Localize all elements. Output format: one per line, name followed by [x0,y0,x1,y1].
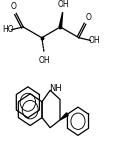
Text: OH: OH [39,56,50,65]
Polygon shape [59,12,63,27]
Text: OH: OH [57,0,69,9]
Text: OH: OH [89,36,101,45]
Polygon shape [60,113,68,120]
Text: NH: NH [49,84,61,93]
Text: O: O [86,13,92,22]
Text: O: O [10,2,16,12]
Text: HO: HO [2,25,13,34]
